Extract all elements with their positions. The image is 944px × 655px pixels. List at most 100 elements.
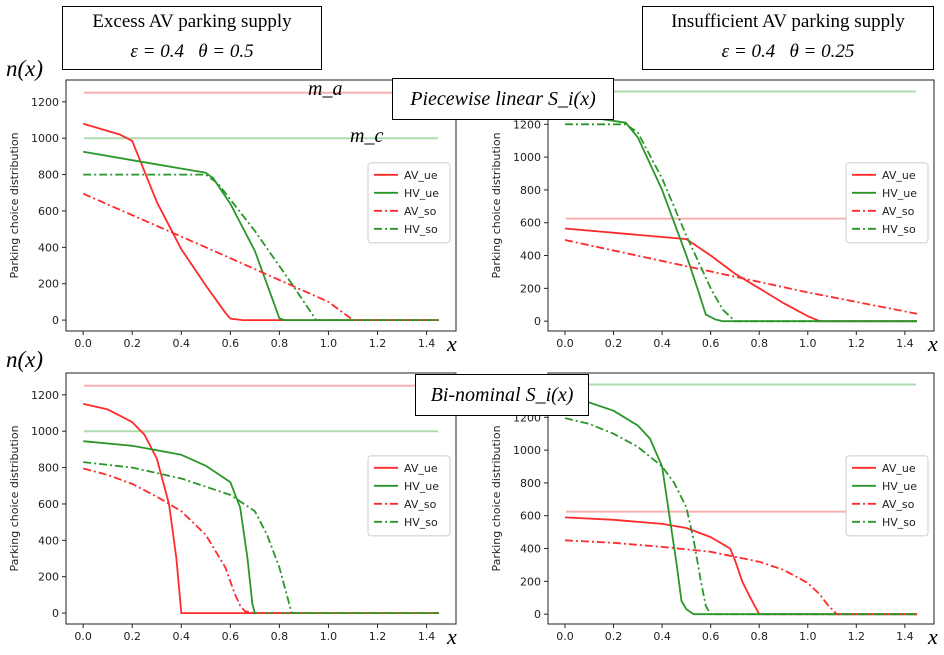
top-right-series-HV_so (565, 123, 917, 323)
bottom-right-y-tick-label: 0 (534, 608, 541, 621)
top-right-x-tick-label: 0.4 (653, 337, 671, 350)
header-right-box: Insufficient AV parking supply ε = 0.4 θ… (642, 6, 934, 70)
bottom-right-y-tick-label: 400 (520, 543, 541, 556)
panel-top-left: 0.0 0.2 0.4 0.6 0.8 1.0 1.2 1.4 0 200 400 600 800 100… (8, 79, 457, 350)
top-right-y-tick-label: 1200 (513, 118, 541, 131)
bottom-right-y-tick-label: 200 (520, 575, 541, 588)
bottom-right-x-tick-label: 1.4 (896, 630, 914, 643)
bottom-right-legend: AV_ue HV_ue AV_so HV_so (845, 455, 929, 537)
bottom-left-y-tick-label: 0 (52, 607, 59, 620)
bottom-left-y-tick-label: 1000 (31, 425, 59, 438)
bottom-left-legend-label-HV_so: HV_so (404, 516, 438, 529)
row-label-bottom-text: Bi-nominal S_i(x) (430, 384, 574, 406)
top-left-y-tick-label: 200 (38, 278, 59, 291)
top-right-legend: AV_ue HV_ue AV_so HV_so (845, 162, 929, 244)
bottom-left-series-HV_ue (83, 440, 439, 614)
top-left-y-tick-label: 400 (38, 241, 59, 254)
top-right-legend-label-AV_so: AV_so (882, 205, 915, 218)
x-symbol-bottom-right: x (928, 624, 938, 649)
top-right-x-tick-label: 0.6 (702, 337, 720, 350)
top-left-y-tick-label: 800 (38, 169, 59, 182)
top-left-legend-label-HV_ue: HV_ue (404, 187, 439, 200)
mc-label: m_c (350, 125, 384, 147)
bottom-right-y-tick-label: 1000 (513, 444, 541, 457)
top-right-x-tick-label: 1.2 (848, 337, 866, 350)
top-left-legend-label-HV_so: HV_so (404, 223, 438, 236)
bottom-left-legend-label-HV_ue: HV_ue (404, 480, 439, 493)
bottom-left-series-HV_so (83, 461, 439, 614)
bottom-right-x-tick-label: 0.0 (556, 630, 574, 643)
top-right-y-tick-label: 200 (520, 282, 541, 295)
bottom-right-x-tick-label: 0.2 (605, 630, 623, 643)
bottom-left-axes-frame (65, 372, 457, 625)
header-left-title: Excess AV parking supply (92, 11, 292, 32)
top-left-x-tick-label: 0.4 (173, 337, 191, 350)
header-right-title: Insufficient AV parking supply (671, 11, 905, 32)
bottom-right-y-tick-label: 800 (520, 477, 541, 490)
panel-bottom-left: 0.0 0.2 0.4 0.6 0.8 1.0 1.2 1.4 0 200 400 600 800 100… (8, 372, 457, 643)
bottom-left-x-tick-label: 1.2 (369, 630, 387, 643)
ma-label: m_a (308, 78, 343, 100)
bottom-right-x-tick-label: 0.6 (702, 630, 720, 643)
top-right-x-tick-label: 1.0 (799, 337, 817, 350)
bottom-left-x-tick-label: 1.4 (418, 630, 436, 643)
bottom-left-legend-label-AV_ue: AV_ue (404, 462, 438, 475)
bottom-right-axes-frame (547, 372, 935, 625)
bottom-right-series-HV_so (564, 417, 917, 616)
bottom-left-y-axis-label: Parking choice distribution (8, 425, 21, 571)
top-right-y-tick-label: 0 (534, 315, 541, 328)
top-left-x-tick-label: 0.0 (74, 337, 92, 350)
top-left-legend-label-AV_so: AV_so (404, 205, 437, 218)
bottom-left-legend: AV_ue HV_ue AV_so HV_so (367, 455, 451, 537)
top-right-series-AV_so (564, 239, 918, 315)
bottom-right-y-tick-label: 600 (520, 510, 541, 523)
bottom-right-legend-label-HV_ue: HV_ue (882, 480, 917, 493)
bottom-left-x-tick-label: 0.2 (123, 630, 141, 643)
top-left-series-HV_ue (83, 150, 439, 322)
row-label-top-text: Piecewise linear S_i(x) (410, 88, 596, 110)
top-right-series-AV_ue (564, 227, 917, 323)
bottom-left-series-AV_so (82, 467, 439, 614)
top-left-x-tick-label: 0.6 (222, 337, 240, 350)
bottom-left-x-tick-label: 0.8 (271, 630, 289, 643)
x-symbol-top-right: x (928, 331, 938, 356)
panel-top-right: 0.0 0.2 0.4 0.6 0.8 1.0 1.2 1.4 0 200 400 600 800 100… (490, 79, 935, 350)
bottom-right-legend-label-AV_ue: AV_ue (882, 462, 916, 475)
top-right-y-tick-label: 800 (520, 184, 541, 197)
top-left-series-AV_ue (82, 122, 439, 322)
top-left-y-tick-label: 1000 (31, 132, 59, 145)
top-left-y-tick-label: 600 (38, 205, 59, 218)
bottom-left-x-tick-label: 1.0 (320, 630, 338, 643)
top-right-y-axis-label: Parking choice distribution (490, 132, 503, 278)
bottom-right-legend-box (845, 455, 929, 537)
top-right-y-tick-label: 600 (520, 217, 541, 230)
top-right-y-tick-label: 400 (520, 250, 541, 263)
row-label-top: Piecewise linear S_i(x) (392, 78, 614, 120)
top-left-y-tick-label: 0 (52, 314, 59, 327)
top-left-x-tick-label: 1.0 (320, 337, 338, 350)
bottom-right-x-tick-label: 1.2 (848, 630, 866, 643)
top-left-legend-box (367, 162, 451, 244)
panel-bottom-right: 0.0 0.2 0.4 0.6 0.8 1.0 1.2 1.4 0 200 400 600 800 100… (490, 372, 935, 643)
top-right-x-tick-label: 0.0 (556, 337, 574, 350)
top-left-y-tick-label: 1200 (31, 96, 59, 109)
top-left-legend-label-AV_ue: AV_ue (404, 169, 438, 182)
top-right-x-tick-label: 0.8 (750, 337, 768, 350)
bottom-right-series-AV_ue (564, 516, 917, 616)
top-right-legend-label-AV_ue: AV_ue (882, 169, 916, 182)
x-symbol-top-left: x (447, 331, 457, 356)
bottom-left-x-tick-label: 0.6 (222, 630, 240, 643)
row-label-bottom: Bi-nominal S_i(x) (415, 374, 589, 416)
top-right-legend-box (845, 162, 929, 244)
bottom-right-x-tick-label: 1.0 (799, 630, 817, 643)
top-left-axes-frame (65, 79, 457, 332)
top-left-x-tick-label: 1.2 (369, 337, 387, 350)
x-symbol-bottom-left: x (447, 624, 457, 649)
header-left-params: ε = 0.4 θ = 0.5 (130, 41, 254, 62)
bottom-left-y-tick-label: 600 (38, 498, 59, 511)
top-right-legend-label-HV_ue: HV_ue (882, 187, 917, 200)
top-right-axes-frame (547, 79, 935, 332)
top-right-series-HV_ue (564, 112, 917, 323)
bottom-left-legend-box (367, 455, 451, 537)
